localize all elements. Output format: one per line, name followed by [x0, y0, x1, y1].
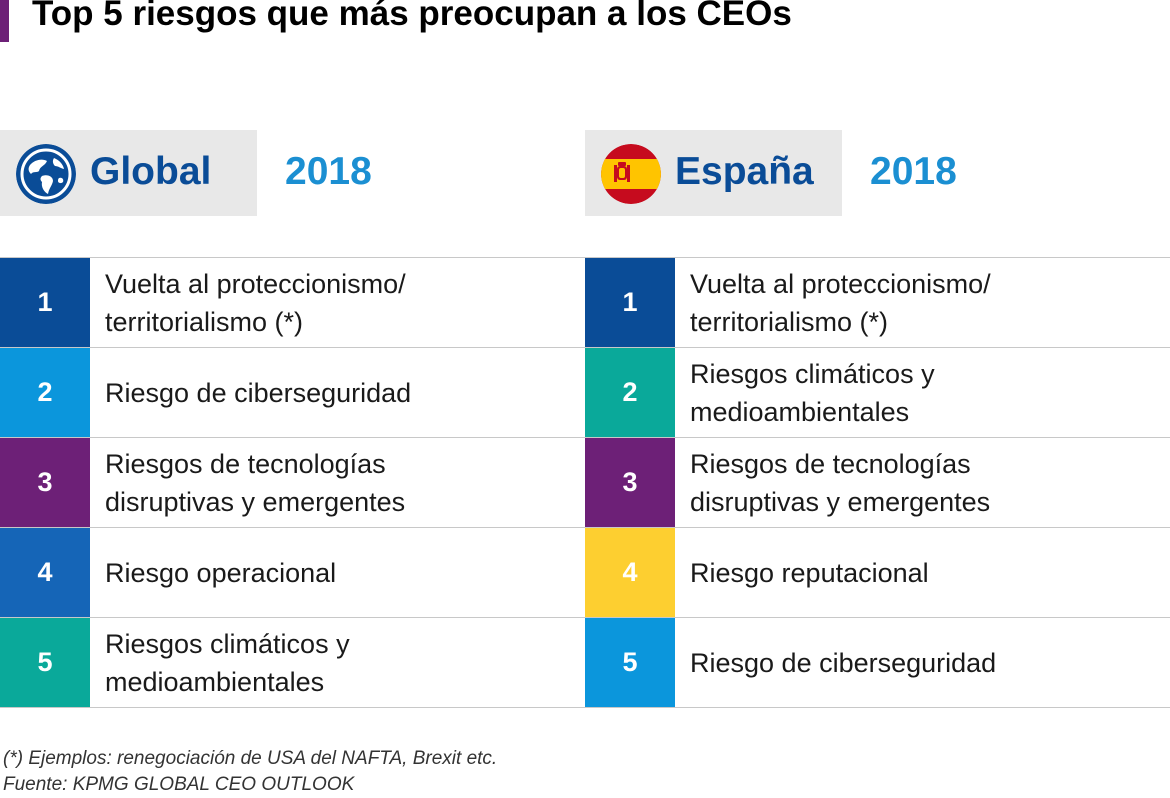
risk-label: Riesgo de ciberseguridad: [690, 647, 997, 678]
footnote: (*) Ejemplos: renegociación de USA del N…: [3, 748, 498, 769]
risk-row: 5 Riesgos climáticos y medioambientales: [0, 618, 586, 708]
rank-badge: 1: [585, 258, 675, 347]
risk-list-global: 1 Vuelta al proteccionismo/ territoriali…: [0, 257, 586, 708]
risk-row: 3 Riesgos de tecnologías disruptivas y e…: [0, 438, 586, 528]
rank-badge: 5: [585, 618, 675, 707]
risk-row: 5 Riesgo de ciberseguridad: [585, 618, 1170, 708]
rank-badge: 2: [585, 348, 675, 437]
risk-row: 3 Riesgos de tecnologías disruptivas y e…: [585, 438, 1170, 528]
risk-label: Riesgos de tecnologías disruptivas y eme…: [105, 448, 406, 517]
risk-row: 2 Riesgo de ciberseguridad: [0, 348, 586, 438]
risk-label: Vuelta al proteccionismo/ territorialism…: [105, 268, 406, 337]
risk-label: Riesgos de tecnologías disruptivas y eme…: [690, 448, 991, 517]
rank-badge: 4: [0, 528, 90, 617]
rank-badge: 5: [0, 618, 90, 707]
risk-label: Riesgo reputacional: [690, 557, 929, 588]
spain-flag-icon: [601, 144, 661, 204]
rank-badge: 2: [0, 348, 90, 437]
rank-badge: 3: [0, 438, 90, 527]
risk-label: Riesgos climáticos y medioambientales: [690, 358, 935, 427]
risk-row: 1 Vuelta al proteccionismo/ territoriali…: [585, 258, 1170, 348]
rank-badge: 4: [585, 528, 675, 617]
panel-year-spain: 2018: [870, 150, 957, 193]
title-accent-bar: [0, 0, 9, 42]
panel-label-global: Global: [90, 150, 212, 193]
risk-row: 1 Vuelta al proteccionismo/ territoriali…: [0, 258, 586, 348]
risk-label: Vuelta al proteccionismo/ territorialism…: [690, 268, 991, 337]
rank-badge: 1: [0, 258, 90, 347]
panel-label-spain: España: [675, 150, 814, 193]
rank-badge: 3: [585, 438, 675, 527]
risk-row: 4 Riesgo operacional: [0, 528, 586, 618]
risk-list-spain: 1 Vuelta al proteccionismo/ territoriali…: [585, 257, 1170, 708]
panel-year-global: 2018: [285, 150, 372, 193]
risk-label: Riesgo de ciberseguridad: [105, 377, 412, 408]
risk-row: 2 Riesgos climáticos y medioambientales: [585, 348, 1170, 438]
risk-row: 4 Riesgo reputacional: [585, 528, 1170, 618]
globe-icon: [16, 144, 76, 204]
risk-label: Riesgos climáticos y medioambientales: [105, 628, 350, 697]
risk-label: Riesgo operacional: [105, 557, 337, 588]
source-note: Fuente: KPMG GLOBAL CEO OUTLOOK: [3, 774, 355, 795]
panel-header-global: Global: [0, 130, 257, 216]
page-title: Top 5 riesgos que más preocupan a los CE…: [32, 0, 792, 33]
panel-header-spain: España: [585, 130, 842, 216]
